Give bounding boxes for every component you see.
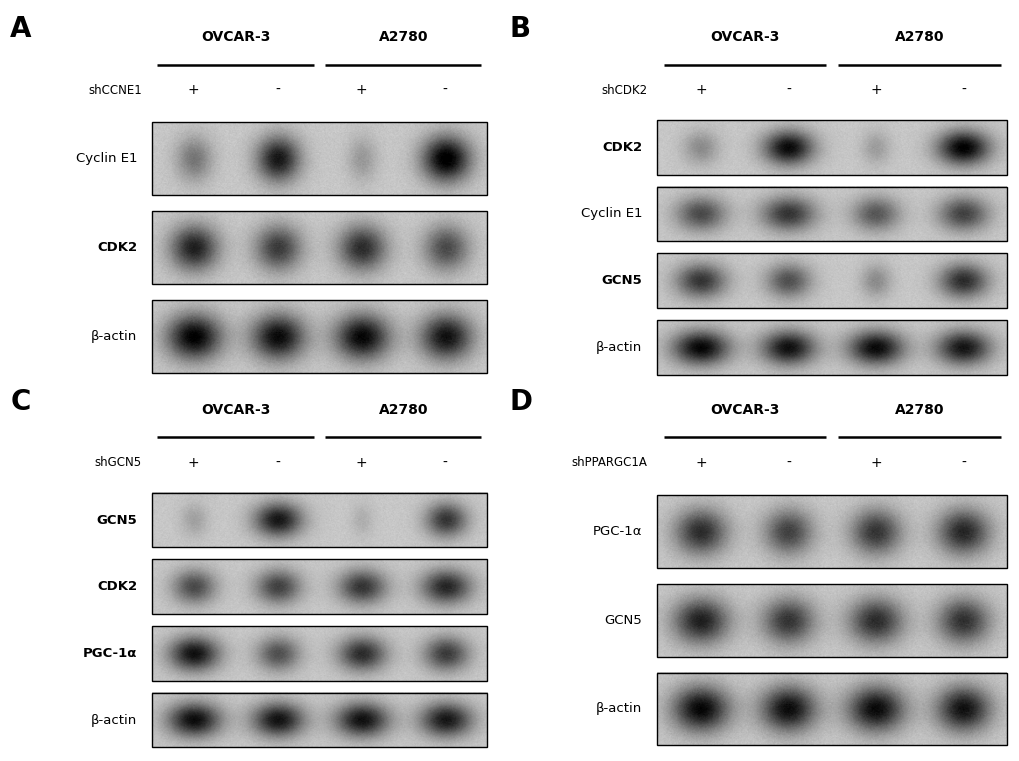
Text: OVCAR-3: OVCAR-3 [709,30,779,44]
Text: -: - [960,83,965,97]
Text: A: A [10,15,32,43]
Text: shGCN5: shGCN5 [95,457,142,470]
Text: β-actin: β-actin [596,702,642,715]
Text: +: + [869,83,881,97]
Text: PGC-1α: PGC-1α [83,647,138,660]
Text: CDK2: CDK2 [602,141,642,154]
Bar [657,253,1007,308]
Text: shCCNE1: shCCNE1 [89,84,142,97]
Bar [152,626,487,681]
Bar [152,300,487,372]
Text: -: - [960,456,965,470]
Text: β-actin: β-actin [596,341,642,354]
Bar [152,559,487,614]
Bar [657,320,1007,374]
Text: +: + [187,83,199,97]
Text: +: + [356,456,367,470]
Text: C: C [10,388,31,416]
Text: Cyclin E1: Cyclin E1 [581,207,642,221]
Text: +: + [187,456,199,470]
Text: GCN5: GCN5 [604,613,642,626]
Bar [152,211,487,284]
Text: β-actin: β-actin [91,714,138,727]
Bar [152,492,487,547]
Bar [152,122,487,195]
Text: +: + [695,83,706,97]
Text: -: - [275,83,279,97]
Bar [657,673,1007,745]
Text: OVCAR-3: OVCAR-3 [201,403,270,417]
Text: OVCAR-3: OVCAR-3 [709,403,779,417]
Text: -: - [786,83,791,97]
Text: shCDK2: shCDK2 [601,84,647,97]
Text: -: - [442,456,447,470]
Text: OVCAR-3: OVCAR-3 [201,30,270,44]
Text: -: - [442,83,447,97]
Text: -: - [786,456,791,470]
Bar [657,119,1007,174]
Text: A2780: A2780 [895,403,944,417]
Text: B: B [510,15,531,43]
Text: A2780: A2780 [378,403,428,417]
Bar [657,495,1007,568]
Text: GCN5: GCN5 [601,274,642,287]
Text: +: + [356,83,367,97]
Text: A2780: A2780 [378,30,428,44]
Text: D: D [510,388,533,416]
Text: GCN5: GCN5 [97,514,138,527]
Bar [657,584,1007,657]
Text: +: + [695,456,706,470]
Text: shPPARGC1A: shPPARGC1A [571,457,647,470]
Text: A2780: A2780 [895,30,944,44]
Text: Cyclin E1: Cyclin E1 [75,151,138,165]
Text: -: - [275,456,279,470]
Bar [152,693,487,747]
Text: PGC-1α: PGC-1α [592,524,642,538]
Bar [657,186,1007,241]
Text: +: + [869,456,881,470]
Text: CDK2: CDK2 [97,240,138,253]
Text: β-actin: β-actin [91,330,138,342]
Text: CDK2: CDK2 [97,580,138,594]
